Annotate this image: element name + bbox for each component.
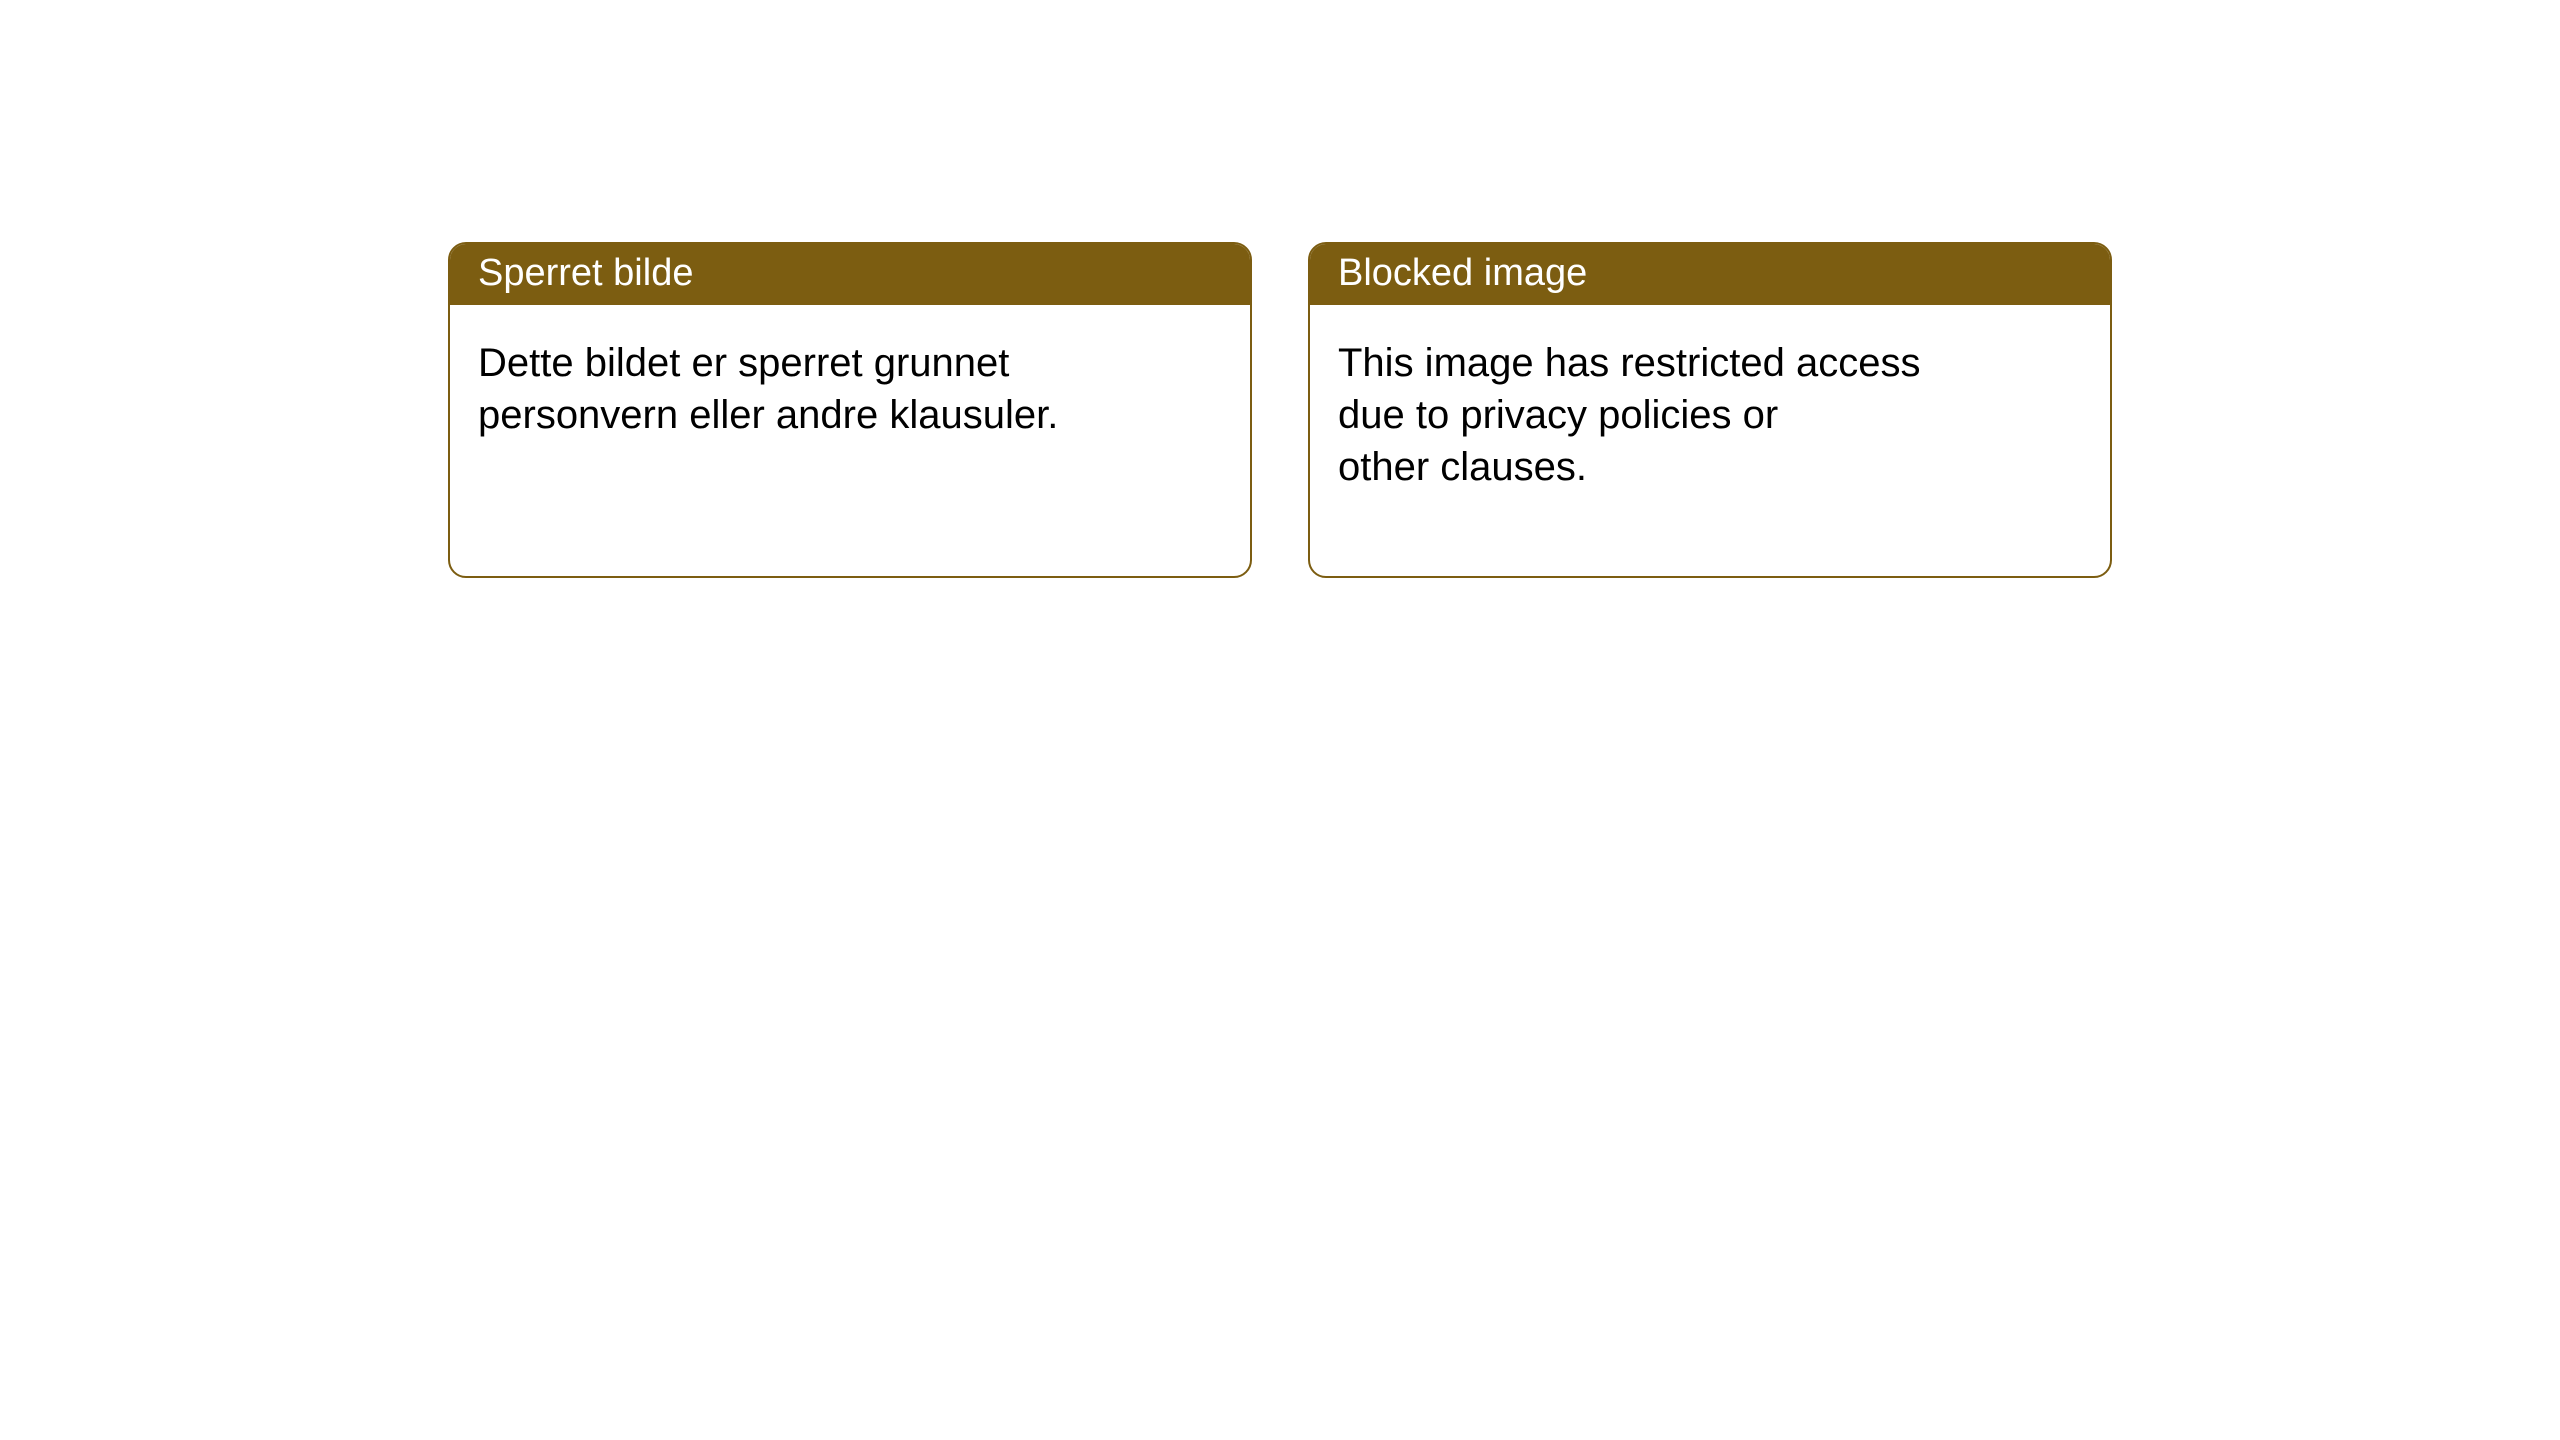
- notice-card-body: Dette bildet er sperret grunnet personve…: [450, 305, 1250, 473]
- notice-card-en: Blocked image This image has restricted …: [1308, 242, 2112, 578]
- notice-card-header: Sperret bilde: [450, 244, 1250, 305]
- notice-card-no: Sperret bilde Dette bildet er sperret gr…: [448, 242, 1252, 578]
- notice-container: Sperret bilde Dette bildet er sperret gr…: [0, 0, 2560, 578]
- notice-card-header: Blocked image: [1310, 244, 2110, 305]
- notice-card-body: This image has restricted access due to …: [1310, 305, 2110, 525]
